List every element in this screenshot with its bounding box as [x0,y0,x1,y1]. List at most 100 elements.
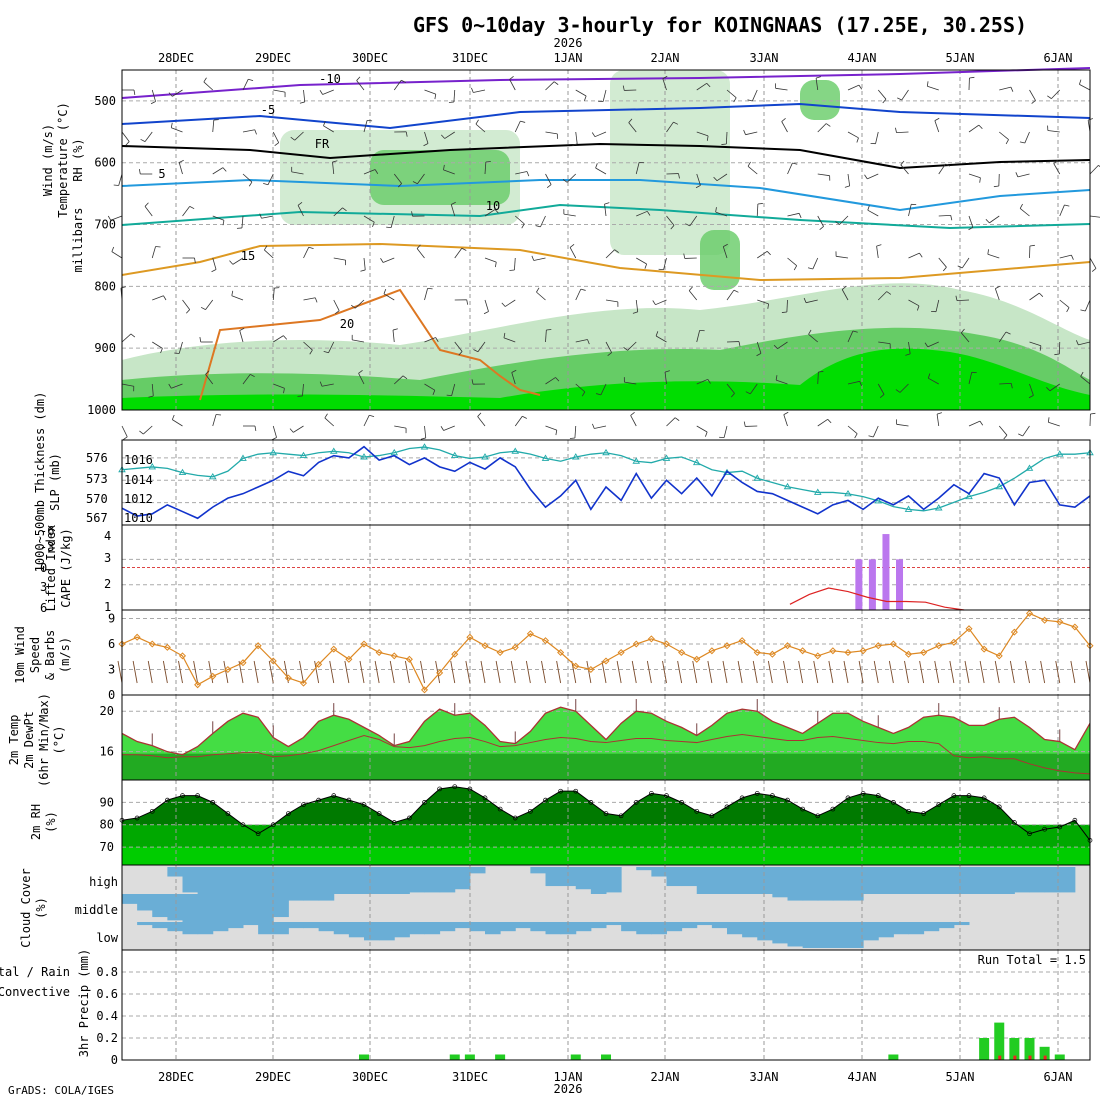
wind-barb [808,333,819,343]
wind-barb-flag [555,377,560,382]
rh-marker [981,795,987,801]
wind-barb [662,660,667,684]
thickness-marker [692,458,701,466]
wind-barb [1022,425,1030,437]
wind-barb [636,257,647,265]
rh-marker [936,802,942,807]
cloud-cell [832,867,849,894]
wind-barb-flag [521,223,525,229]
wind-barb [867,209,879,217]
wind-barb-flag [231,290,234,296]
wind-barb [726,89,737,99]
cloud-cell [848,867,864,894]
wind-barb [1019,208,1030,217]
rh-marker [361,802,367,807]
wind-barb [900,164,909,175]
wind-barb [692,660,698,684]
panel-frame [121,69,1091,411]
wind-barb [273,383,285,389]
temperature-2m-panel: 20 16 2m Temp 2m DewPt (6hr Min/Max) (°C) [7,693,1091,787]
wind-barb-flag [397,183,402,188]
wind-barb [575,383,586,393]
wind-barb [696,330,701,343]
wind-barb-flag [254,129,257,135]
date-label: 5JAN [946,1070,975,1084]
cloud-cell [545,922,562,935]
cloud-cell [288,922,304,929]
thickness-marker [995,482,1004,490]
wind-barb-flag [926,81,929,87]
cloud-cell [666,867,683,887]
wind-barb [847,425,858,435]
wind-barb-flag [171,414,175,420]
cloud-cell [318,894,335,901]
wind-speed-marker [708,647,716,655]
wind-barb [745,131,758,136]
wind-barb [752,660,758,684]
wind-barb-flag [1098,165,1100,167]
wind-barb-flag [652,300,656,305]
wind-barb-flag [995,285,1000,290]
wind-barb [696,82,707,91]
wind-barb [787,162,793,175]
cloud-cell [485,922,501,935]
wind-barb-flag [664,370,670,373]
cloud-cell [560,867,577,887]
wind-barb [1029,89,1036,101]
wind-barb-flag [148,395,154,398]
wind-barb [964,660,970,684]
cloud-cell [832,894,849,901]
wind-barb-flag [289,428,294,433]
wind-barb [726,383,735,394]
date-label: 29DEC [255,51,291,65]
wind-barb [877,291,888,301]
slp-tick: 1012 [124,492,153,506]
wind-barb-flag [448,101,454,103]
wind-barb-flag [440,426,444,431]
wind-barb-flag [466,299,469,305]
wind-barb-flag [411,211,413,217]
wind-barb [171,127,183,133]
wind-barb-flag [957,265,963,269]
wind-label: Wind (m/s) [41,124,55,196]
wind-barb-flag [1005,139,1009,145]
wind-barb [212,414,217,427]
wind-speed-marker [844,648,852,657]
wind-speed-marker [814,652,822,660]
wind-barb [666,417,676,427]
wind-barb [303,297,316,301]
precip-bar [1039,1046,1050,1060]
wind-barb [677,660,683,684]
isotherm-line [121,178,1091,212]
wind-barb-flag [509,269,515,271]
cloud-cell [787,867,804,894]
wind-barb [994,660,1000,684]
wind-barb [817,173,830,177]
wind-barb [363,120,368,133]
wind-barb-flag [546,184,552,188]
wind-barb [223,660,229,684]
cloud-cell [908,867,925,894]
wind-barb [451,383,456,396]
slp-tick: 1010 [124,511,153,525]
wind-barb [383,293,395,301]
rh-marker [709,813,715,819]
wind-barb [968,215,974,228]
wind-barb [394,425,407,429]
wind-barb-flag [678,173,680,179]
wind-barb [424,383,435,391]
cape-bar [882,534,890,610]
wind-barb-flag [644,263,648,269]
wind-barb [847,84,860,91]
cloud-cell [227,867,244,894]
wind-speed-marker [526,630,534,638]
cloud-cell [651,867,667,877]
wind-units-label: (m/s) [58,637,72,673]
wind-barb [117,660,123,684]
cloud-cell [727,922,743,935]
wind-speed-marker [405,655,413,663]
wind-barb [813,660,819,684]
wind-barb-flag [186,309,191,314]
wind-barb [1080,376,1091,385]
wind-barb [722,660,728,684]
